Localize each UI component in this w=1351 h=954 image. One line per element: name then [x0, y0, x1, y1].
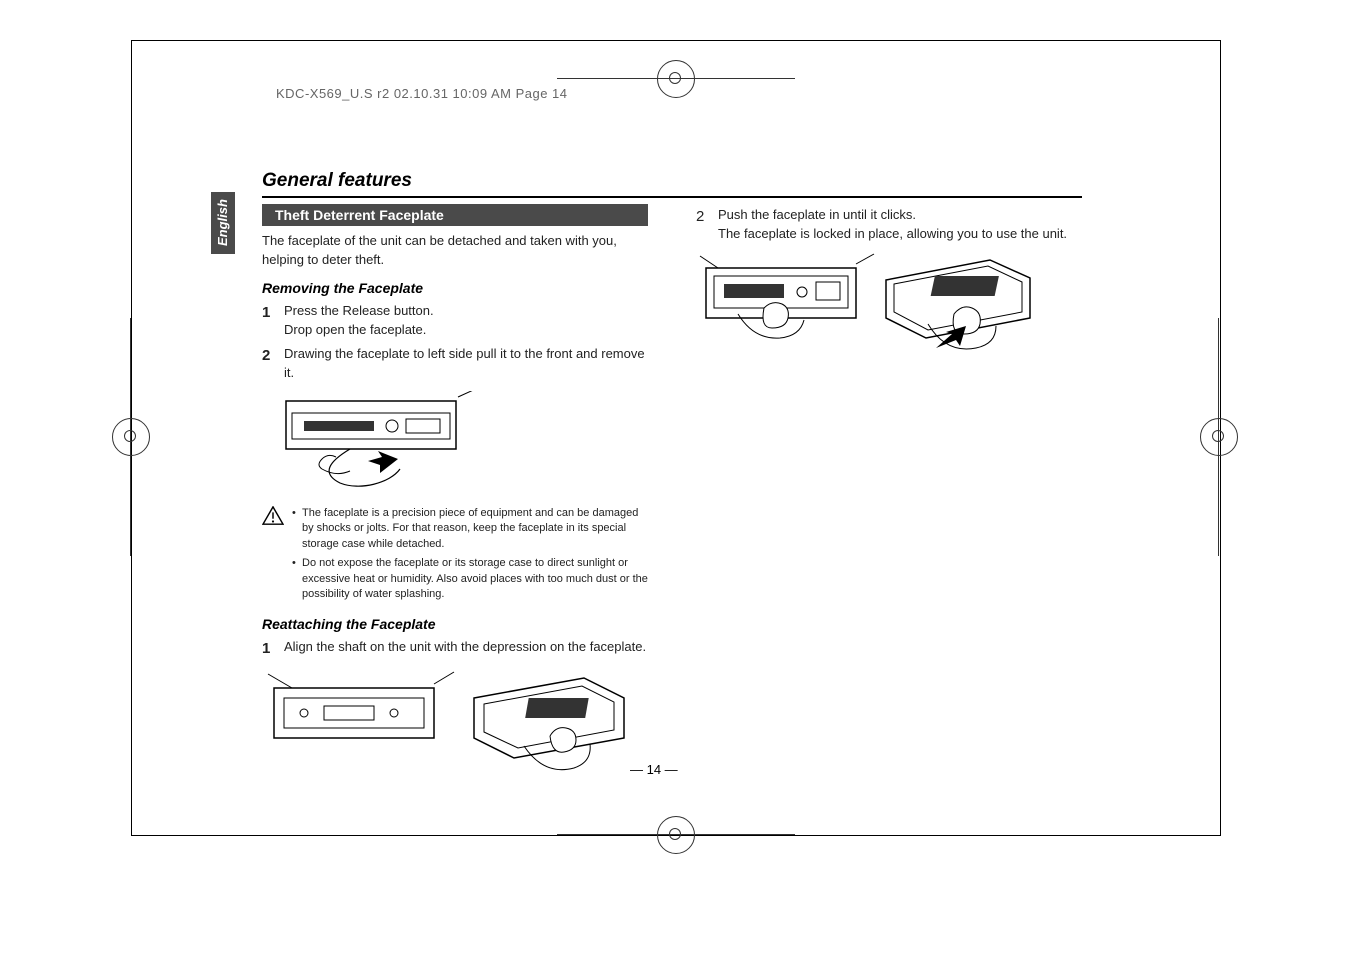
removing-step-2: 2 Drawing the faceplate to left side pul… — [262, 345, 648, 383]
step-text-bold: Drawing the faceplate to left side pull … — [284, 346, 645, 380]
step-number: 1 — [262, 638, 276, 660]
step-body: Push the faceplate in until it clicks. T… — [718, 206, 1067, 244]
caution-list: The faceplate is a precision piece of eq… — [292, 506, 648, 606]
removing-step-1: 1 Press the Release button. Drop open th… — [262, 302, 648, 340]
section-title: General features — [262, 170, 1082, 198]
step-number: 2 — [696, 206, 710, 244]
reattaching-step-2: 2 Push the faceplate in until it clicks.… — [696, 206, 1082, 244]
content-area: General features Theft Deterrent Facepla… — [262, 170, 1082, 803]
step-text-bold: Push the faceplate in until it clicks. — [718, 207, 916, 222]
page-number: — 14 — — [630, 762, 678, 777]
step-number: 2 — [262, 345, 276, 383]
right-column: 2 Push the faceplate in until it clicks.… — [696, 204, 1082, 803]
left-column: Theft Deterrent Faceplate The faceplate … — [262, 204, 648, 803]
caution-item: Do not expose the faceplate or its stora… — [292, 556, 648, 602]
step-text-bold: Press the Release button. — [284, 303, 434, 318]
removing-illustration — [280, 391, 490, 491]
align-illustration — [264, 668, 644, 788]
registration-mark-top — [657, 60, 695, 98]
two-column-layout: Theft Deterrent Faceplate The faceplate … — [262, 204, 1082, 803]
print-header: KDC-X569_U.S r2 02.10.31 10:09 AM Page 1… — [276, 86, 568, 101]
step-number: 1 — [262, 302, 276, 340]
intro-text: The faceplate of the unit can be detache… — [262, 232, 648, 270]
step-text-rest: The faceplate is locked in place, allowi… — [718, 226, 1067, 241]
figure-push — [698, 252, 1082, 377]
registration-mark-right — [1200, 418, 1238, 456]
warning-icon — [262, 506, 284, 526]
caution-item: The faceplate is a precision piece of eq… — [292, 506, 648, 552]
step-body: Press the Release button. Drop open the … — [284, 302, 434, 340]
block-header: Theft Deterrent Faceplate — [262, 204, 648, 226]
step-body: Align the shaft on the unit with the dep… — [284, 638, 646, 660]
language-tab: English — [211, 192, 235, 254]
registration-mark-left — [112, 418, 150, 456]
caution-block: The faceplate is a precision piece of eq… — [262, 506, 648, 606]
registration-mark-bottom — [657, 816, 695, 854]
step-text-rest: Drop open the faceplate. — [284, 322, 426, 337]
reattaching-heading: Reattaching the Faceplate — [262, 616, 648, 632]
figure-removing — [280, 391, 648, 496]
figure-align — [264, 668, 648, 793]
step-body: Drawing the faceplate to left side pull … — [284, 345, 648, 383]
push-illustration — [698, 252, 1038, 372]
removing-heading: Removing the Faceplate — [262, 280, 648, 296]
reattaching-step-1: 1 Align the shaft on the unit with the d… — [262, 638, 648, 660]
step-text-bold: Align the shaft on the unit with the dep… — [284, 639, 646, 654]
